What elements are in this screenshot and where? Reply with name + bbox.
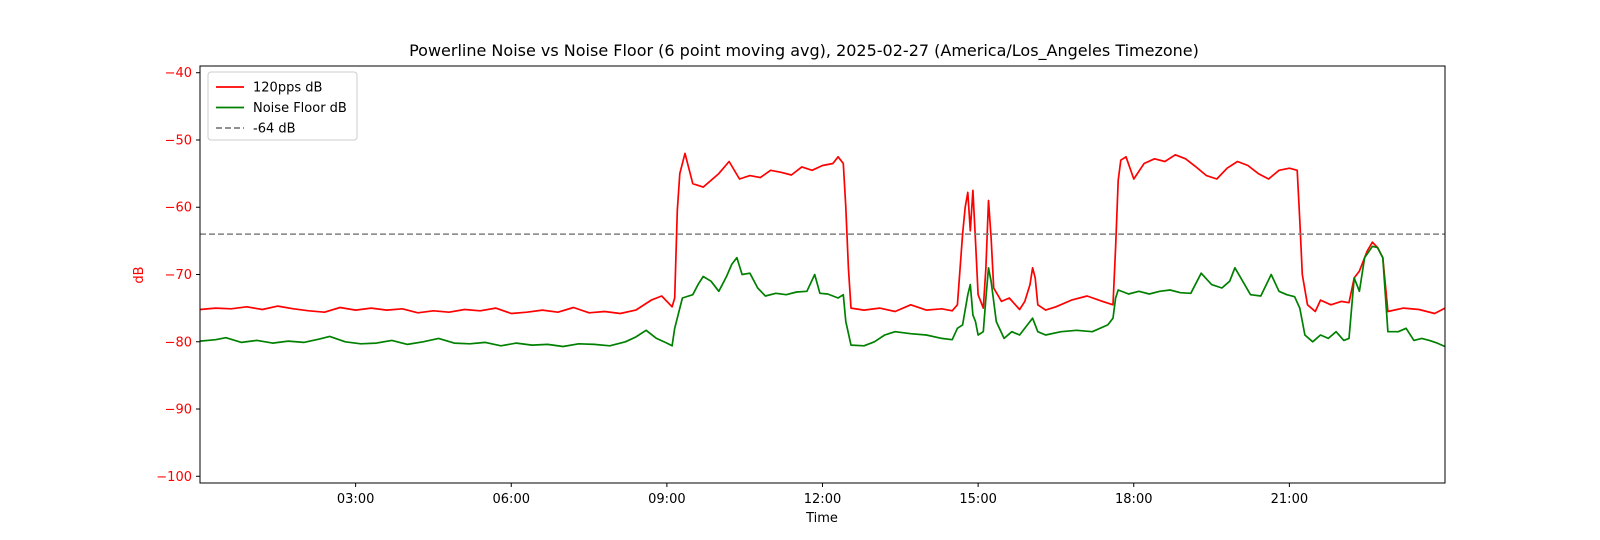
legend-label: Noise Floor dB — [253, 101, 347, 116]
legend-label: -64 dB — [253, 122, 296, 137]
x-tick-label: 12:00 — [804, 492, 841, 507]
y-tick-label: −60 — [165, 201, 192, 216]
x-tick-label: 15:00 — [959, 492, 996, 507]
x-tick-label: 09:00 — [648, 492, 685, 507]
x-tick-label: 06:00 — [493, 492, 530, 507]
y-axis: −40 −50 −60 −70 −80 −90 −100 — [156, 66, 200, 485]
y-tick-label: −70 — [165, 268, 192, 283]
x-axis-label: Time — [805, 511, 838, 526]
chart-title: Powerline Noise vs Noise Floor (6 point … — [409, 41, 1199, 61]
legend-label: 120pps dB — [253, 81, 322, 96]
y-axis-label: dB — [132, 266, 147, 283]
x-axis: 03:00 06:00 09:00 12:00 15:00 18:00 21:00 — [337, 483, 1308, 507]
series-line-1 — [199, 152, 1446, 315]
x-tick-label: 18:00 — [1115, 492, 1152, 507]
y-tick-label: −50 — [165, 133, 192, 148]
y-tick-label: −80 — [165, 335, 192, 350]
legend: 120pps dB Noise Floor dB -64 dB — [207, 71, 358, 141]
x-tick-label: 03:00 — [337, 492, 374, 507]
y-tick-label: −40 — [165, 66, 192, 81]
x-tick-label: 21:00 — [1271, 492, 1308, 507]
plot-lines — [199, 152, 1446, 348]
legend-box — [207, 71, 358, 141]
y-tick-label: −90 — [165, 403, 192, 418]
y-tick-label: −100 — [156, 470, 192, 485]
series-line-2 — [199, 245, 1446, 348]
